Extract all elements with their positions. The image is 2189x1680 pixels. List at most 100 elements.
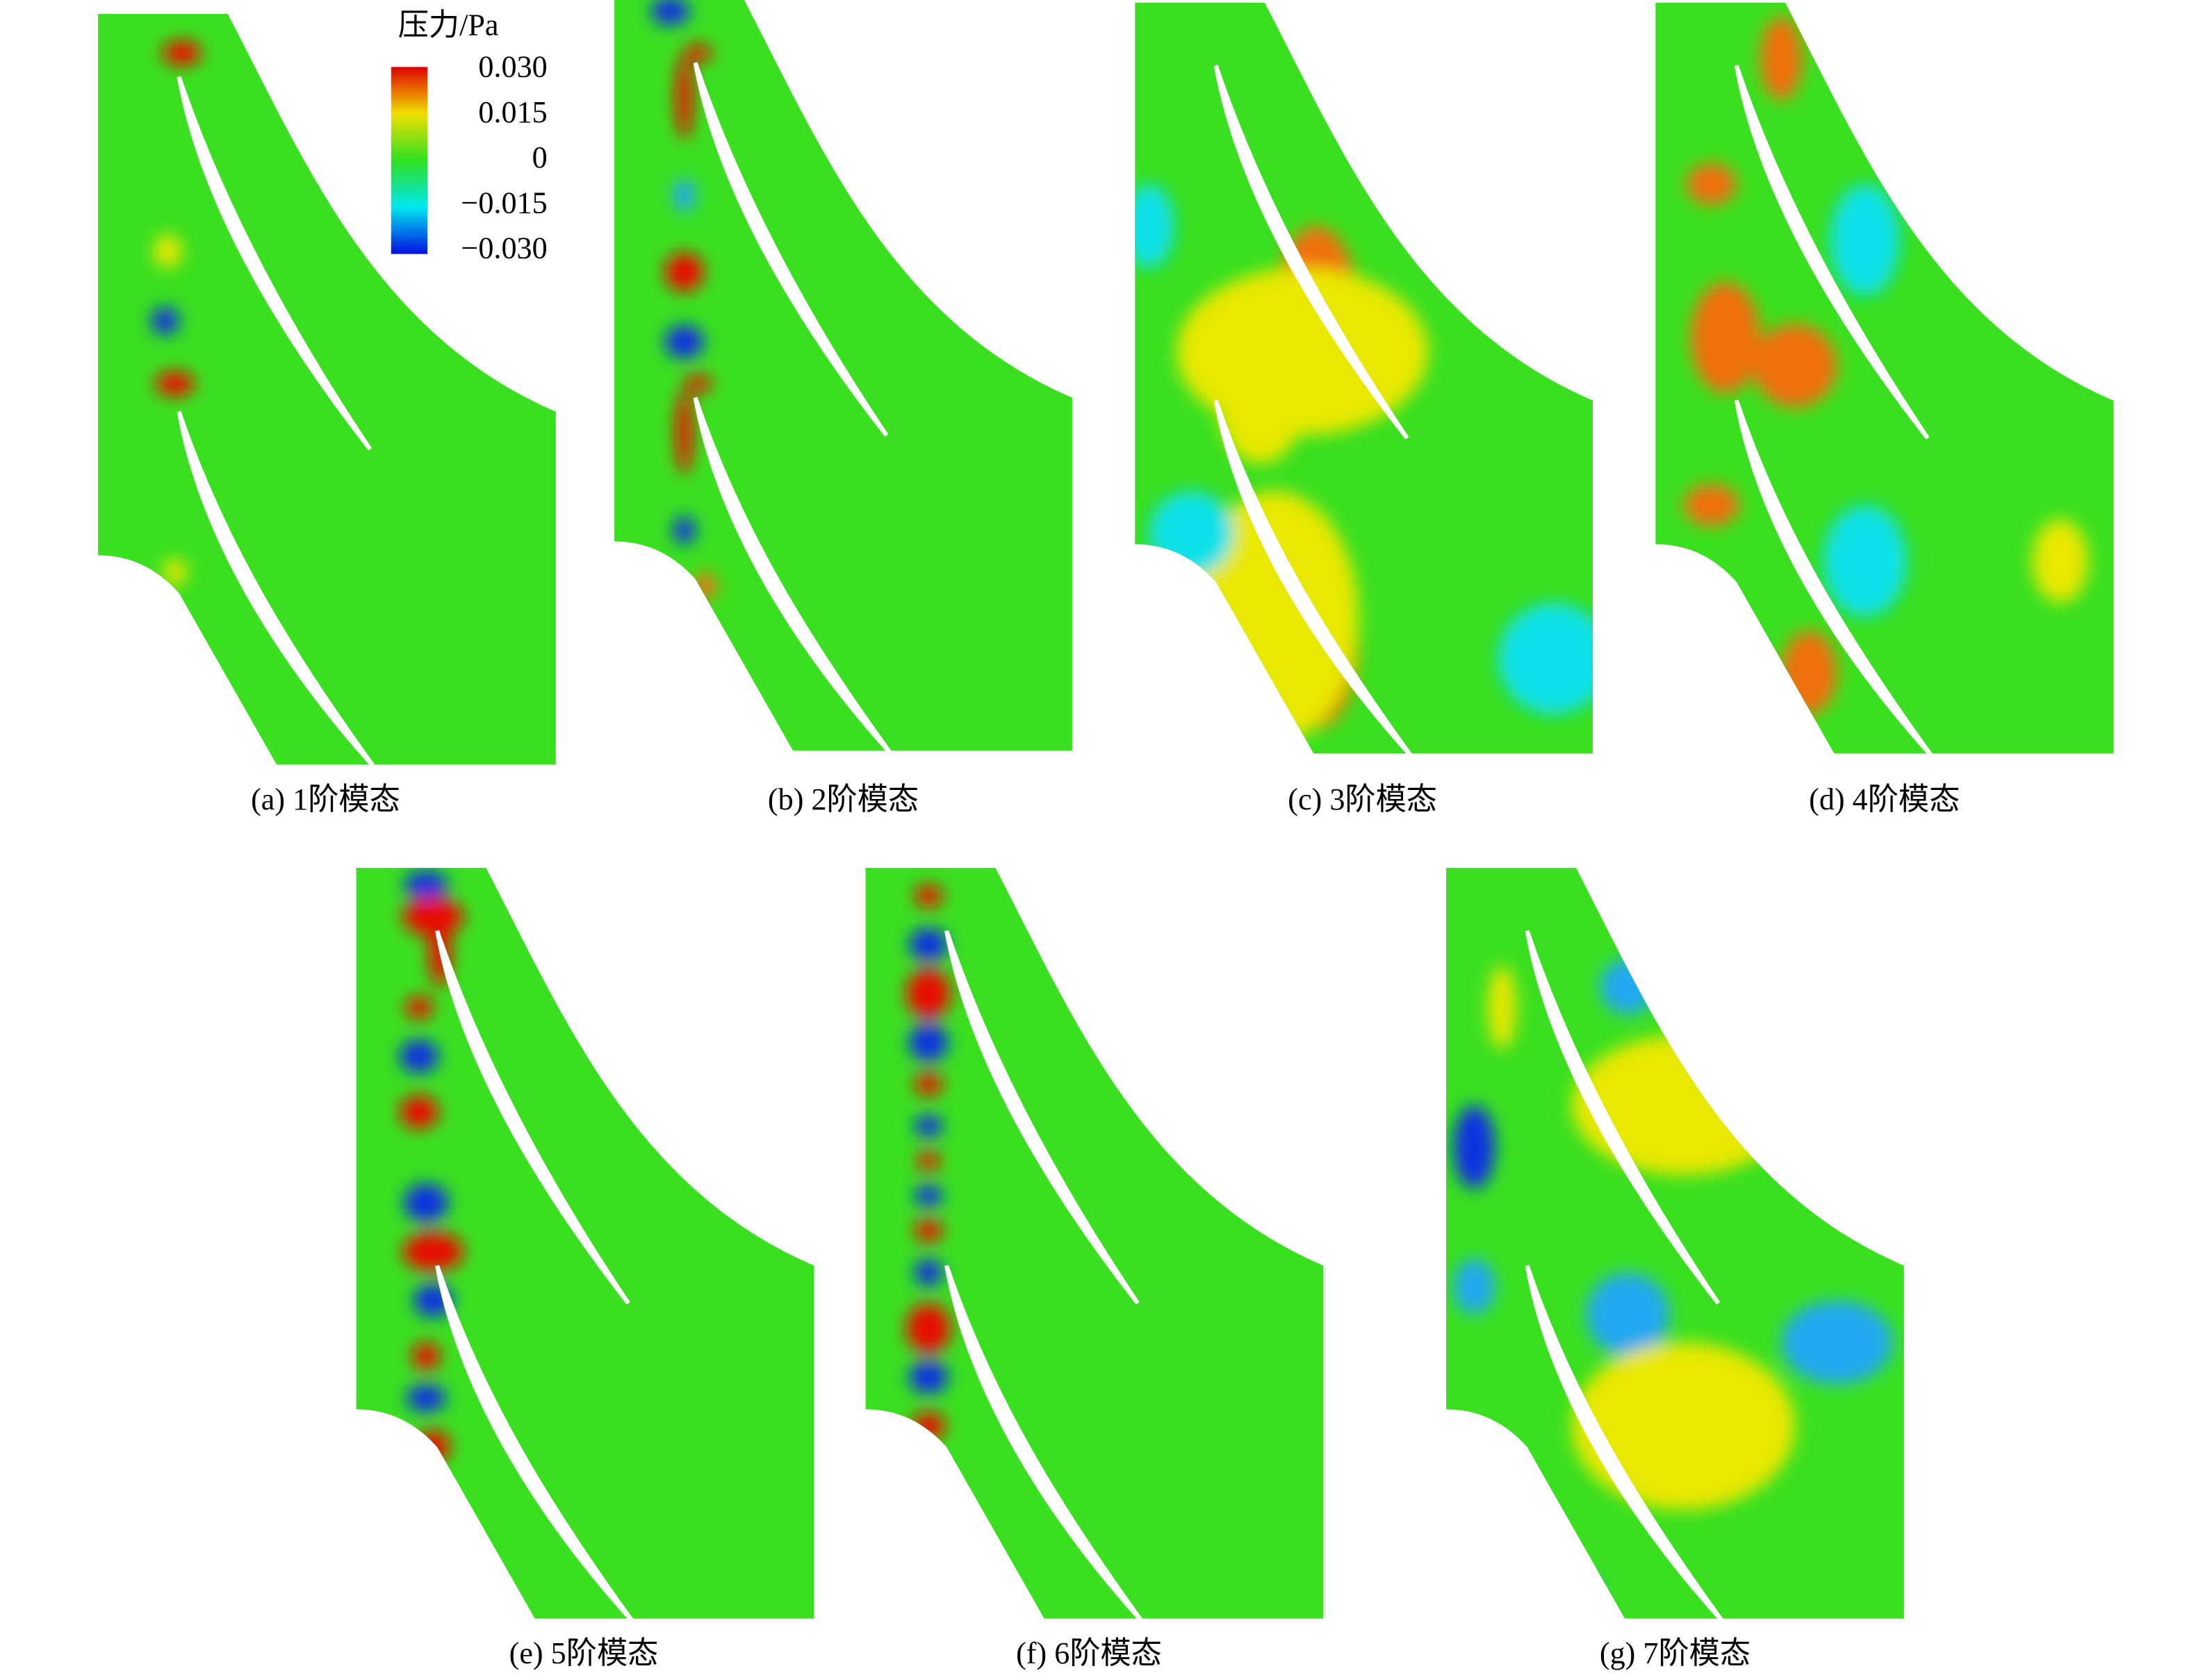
- contour-blob: [399, 1039, 439, 1073]
- blade: [1525, 1265, 1725, 1623]
- panel-caption: (f) 6阶模态: [1016, 1636, 1162, 1670]
- contour-blob: [1690, 281, 1760, 394]
- contour-panel: [1655, 3, 2114, 758]
- contour-panel: [865, 868, 1324, 1623]
- contour-blob: [1149, 491, 1233, 575]
- contour-blob: [1686, 163, 1737, 206]
- contour-blob: [1781, 630, 1837, 715]
- contour-blob: [684, 44, 712, 62]
- contour-field: [151, 40, 202, 586]
- contour-blob: [1823, 505, 1907, 617]
- contour-blob: [1453, 1258, 1495, 1315]
- contour-blob: [1498, 602, 1593, 715]
- blade: [177, 76, 372, 451]
- contour-blob: [1585, 1272, 1670, 1357]
- contour-blob: [917, 1151, 940, 1171]
- contour-blob: [675, 56, 693, 140]
- contour-blob: [403, 1183, 449, 1223]
- contour-blob: [1830, 184, 1900, 296]
- blade: [435, 930, 630, 1305]
- blade: [1525, 930, 1721, 1305]
- contour-blob: [905, 1303, 951, 1354]
- blade: [435, 1265, 634, 1623]
- contour-blob: [1135, 184, 1174, 268]
- contour-blob: [914, 1219, 943, 1242]
- contour-blob: [406, 1384, 446, 1413]
- blade: [944, 1265, 1144, 1623]
- blade: [1734, 65, 1930, 440]
- contour-blob: [1600, 958, 1656, 1015]
- colorbar: [391, 67, 428, 254]
- contour-blob: [684, 375, 712, 393]
- contour-panel: [98, 14, 556, 769]
- blade: [693, 397, 893, 755]
- contour-blob: [911, 1412, 946, 1440]
- contour-blob: [2032, 519, 2088, 603]
- contour-field: [1683, 17, 2088, 715]
- legend-tick-label: −0.030: [461, 231, 547, 265]
- contour-blob: [402, 897, 464, 937]
- contour-blob: [914, 884, 943, 907]
- legend-tick-label: 0.015: [478, 95, 547, 129]
- contour-blob: [675, 390, 693, 475]
- contour-blob: [1453, 1105, 1495, 1189]
- contour-blob: [1218, 352, 1303, 463]
- panel-caption: (a) 1阶模态: [251, 782, 400, 816]
- contour-blob: [673, 516, 696, 545]
- contour-blob: [1753, 323, 1837, 408]
- contour-blobs: [1683, 17, 2088, 715]
- contour-blob: [650, 0, 690, 26]
- contour-blob: [151, 306, 179, 335]
- legend-tick-label: 0: [532, 140, 548, 174]
- contour-blob: [905, 968, 951, 1019]
- blade: [944, 930, 1140, 1305]
- contour-blob: [163, 558, 186, 586]
- contour-blob: [1488, 965, 1516, 1050]
- contour-blob: [154, 234, 182, 268]
- contour-blob: [914, 1185, 943, 1208]
- contour-blob: [1571, 1342, 1796, 1510]
- contour-panel: [356, 868, 814, 1623]
- contour-blob: [402, 1232, 464, 1271]
- contour-blob: [908, 928, 949, 962]
- panel-caption: (d) 4阶模态: [1809, 782, 1960, 816]
- panel-caption: (c) 3阶模态: [1288, 782, 1437, 816]
- contour-blob: [673, 179, 696, 213]
- contour-blob: [162, 40, 202, 66]
- contour-blob: [1760, 17, 1803, 101]
- contour-blob: [914, 1258, 943, 1287]
- contour-field: [650, 0, 716, 600]
- contour-panel: [614, 0, 1072, 755]
- panel-caption: (b) 2阶模态: [768, 782, 919, 816]
- contour-blob: [416, 1430, 450, 1464]
- panel-caption: (g) 7阶模态: [1600, 1636, 1751, 1670]
- contour-blob: [399, 1095, 439, 1129]
- legend-title: 压力/Pa: [398, 8, 499, 42]
- blade: [693, 62, 889, 437]
- blade: [1734, 400, 1934, 758]
- contour-blob: [914, 1114, 943, 1137]
- contour-blob: [914, 1073, 943, 1096]
- contour-blob: [908, 1360, 949, 1394]
- contour-blob: [404, 996, 434, 1019]
- contour-blob: [1683, 484, 1739, 527]
- contour-blob: [411, 1342, 441, 1371]
- blade: [1213, 65, 1409, 440]
- contour-blob: [155, 371, 195, 397]
- contour-panel: [1446, 868, 1904, 1623]
- legend-tick-label: 0.030: [478, 50, 547, 84]
- contour-blob: [1571, 1035, 1796, 1175]
- legend-tick-label: −0.015: [461, 186, 547, 220]
- blade: [1213, 400, 1413, 758]
- contour-blob: [403, 871, 449, 899]
- contour-blob: [1781, 1300, 1893, 1385]
- legend: 压力/Pa 0.030 0.015 0 −0.015 −0.030: [391, 8, 548, 265]
- contour-blob: [908, 1023, 949, 1062]
- contour-blob: [664, 324, 704, 359]
- panels: [98, 0, 2114, 1623]
- contour-panel: [1135, 3, 1593, 758]
- contour-blobs: [650, 0, 716, 600]
- contour-blob: [664, 252, 704, 292]
- contour-blobs: [151, 40, 202, 586]
